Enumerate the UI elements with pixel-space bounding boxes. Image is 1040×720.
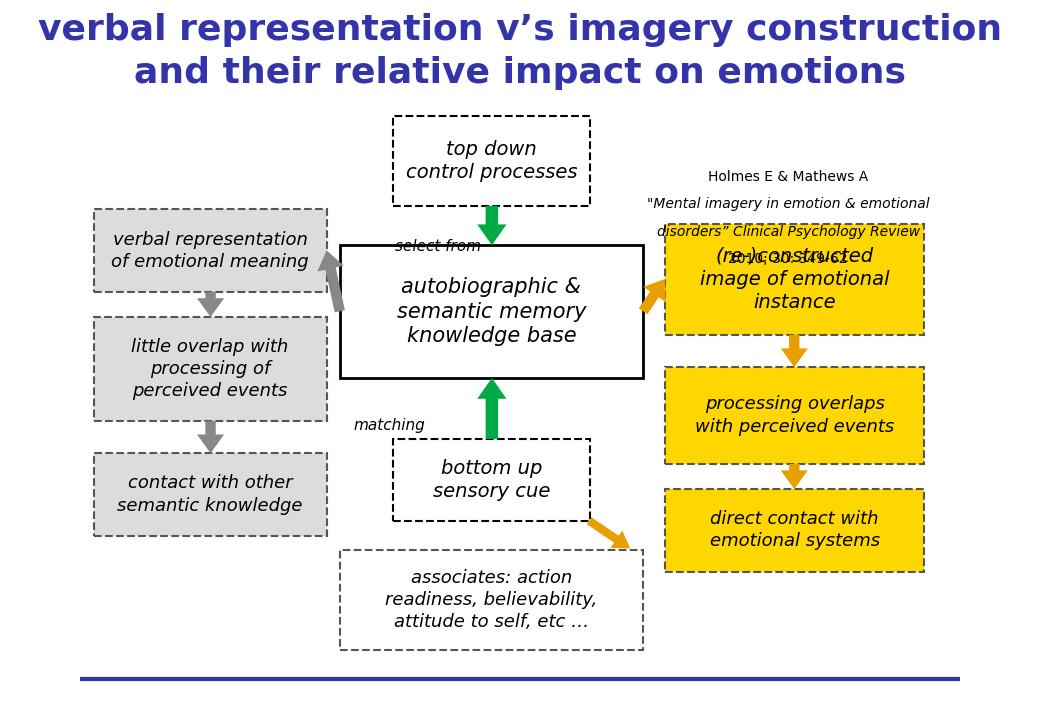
Text: select from: select from xyxy=(395,239,482,254)
FancyBboxPatch shape xyxy=(665,224,925,335)
FancyBboxPatch shape xyxy=(665,367,925,464)
Text: direct contact with
emotional systems: direct contact with emotional systems xyxy=(709,510,880,551)
Text: verbal representation
of emotional meaning: verbal representation of emotional meani… xyxy=(111,230,309,271)
Text: associates: action
readiness, believability,
attitude to self, etc …: associates: action readiness, believabil… xyxy=(385,569,598,631)
FancyBboxPatch shape xyxy=(665,489,925,572)
FancyBboxPatch shape xyxy=(94,210,327,292)
Text: (re-)constructed
image of emotional
instance: (re-)constructed image of emotional inst… xyxy=(700,246,889,312)
Text: 2010; 30: 349-62: 2010; 30: 349-62 xyxy=(728,252,848,266)
Text: processing overlaps
with perceived events: processing overlaps with perceived event… xyxy=(695,395,894,436)
FancyBboxPatch shape xyxy=(94,453,327,536)
FancyBboxPatch shape xyxy=(392,439,591,521)
Text: matching: matching xyxy=(353,418,424,433)
FancyBboxPatch shape xyxy=(340,550,643,650)
Text: bottom up
sensory cue: bottom up sensory cue xyxy=(433,459,550,501)
Text: Holmes E & Mathews A: Holmes E & Mathews A xyxy=(708,170,868,184)
Text: contact with other
semantic knowledge: contact with other semantic knowledge xyxy=(118,474,303,515)
Text: autobiographic &
semantic memory
knowledge base: autobiographic & semantic memory knowled… xyxy=(396,276,587,346)
FancyArrowPatch shape xyxy=(587,518,630,549)
FancyBboxPatch shape xyxy=(94,317,327,421)
Text: "Mental imagery in emotion & emotional: "Mental imagery in emotion & emotional xyxy=(647,197,930,212)
FancyBboxPatch shape xyxy=(392,116,591,206)
Text: verbal representation v’s imagery construction
and their relative impact on emot: verbal representation v’s imagery constr… xyxy=(37,13,1003,90)
Text: disorders” Clinical Psychology Review: disorders” Clinical Psychology Review xyxy=(656,225,919,238)
Text: top down
control processes: top down control processes xyxy=(406,140,577,182)
Text: little overlap with
processing of
perceived events: little overlap with processing of percei… xyxy=(131,338,289,400)
FancyBboxPatch shape xyxy=(340,246,643,378)
